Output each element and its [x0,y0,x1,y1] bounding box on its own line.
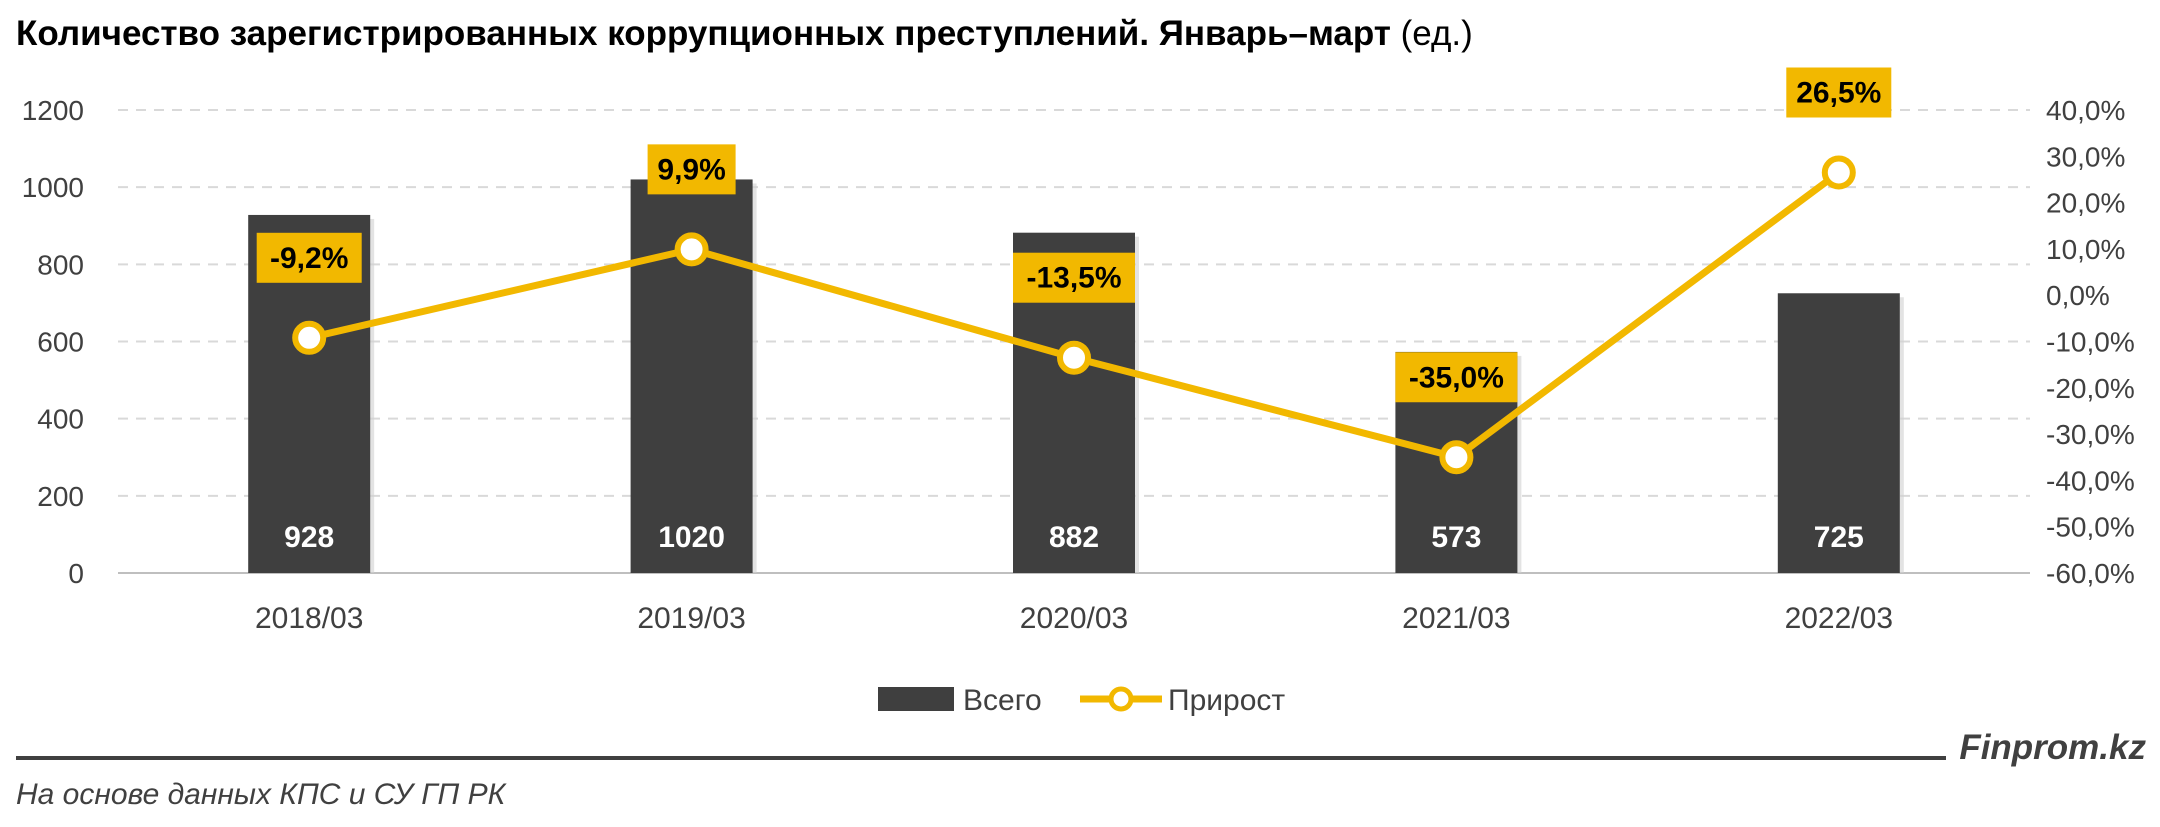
growth-point [292,320,327,355]
growth-value-label: 9,9% [657,153,725,186]
growth-value-label: -9,2% [270,242,348,275]
growth-label-box [647,144,736,195]
y-left-tick-label: 0 [68,558,84,589]
growth-value-label: -13,5% [1026,262,1121,295]
y-left-tick-label: 1200 [22,95,84,126]
y-right-tick-label: -60,0% [2046,558,2135,589]
y-right-tick-label: -10,0% [2046,327,2135,358]
y-right-tick-label: 0,0% [2046,280,2110,311]
growth-value-label: -35,0% [1409,361,1504,394]
y-left-tick-label: 600 [37,327,84,358]
y-left-tick-label: 200 [37,481,84,512]
bar [1777,293,1900,573]
x-tick-label: 2018/03 [255,602,363,635]
y-right-tick-label: 30,0% [2046,141,2125,172]
x-tick-label: 2022/03 [1785,602,1893,635]
legend-swatch-marker [1108,686,1134,712]
y-left-tick-label: 400 [37,404,84,435]
growth-point [1821,155,1856,190]
growth-point [1439,440,1474,475]
growth-label-box [256,232,362,283]
x-tick-label: 2021/03 [1402,602,1510,635]
bar-value-label: 928 [284,521,334,554]
chart-title-main: Количество зарегистрированных коррупцион… [16,14,1391,53]
growth-point [674,232,709,267]
legend-swatch-bars [878,687,954,711]
bar-value-label: 1020 [658,521,725,554]
source-note: На основе данных КПС и СУ ГП РК [16,778,506,811]
combo-chart: 0 200 400 600 800 1000 1200 -60,0% -50,0% -40,0% -… [22,67,2135,717]
bar-value-label: 573 [1431,521,1481,554]
x-tick-label: 2019/03 [637,602,745,635]
y-left-tick-label: 800 [37,249,84,280]
footer-divider [16,756,1946,760]
y-right-tick-label: 20,0% [2046,188,2125,219]
chart-title-unit: (ед.) [1390,14,1473,53]
legend-label-bars: Всего [963,684,1042,717]
growth-label-box [1013,252,1135,303]
chart-title: Количество зарегистрированных коррупцион… [16,14,1473,54]
growth-label-box [1395,352,1518,403]
bar-value-label: 882 [1049,521,1099,554]
growth-label-box [1786,67,1892,118]
brand-logo-text: Finprom.kz [1959,728,2146,767]
y-right-tick-label: -20,0% [2046,373,2135,404]
y-right-tick-label: 40,0% [2046,95,2125,126]
growth-value-label: 26,5% [1796,77,1881,110]
bar-value-label: 725 [1814,521,1864,554]
y-left-tick-label: 1000 [22,172,84,203]
legend-label-line: Прирост [1168,684,1285,717]
y-right-tick-label: 10,0% [2046,234,2125,265]
x-tick-label: 2020/03 [1020,602,1128,635]
growth-point [1057,340,1091,375]
y-right-tick-label: -30,0% [2046,419,2135,450]
y-right-tick-label: -40,0% [2046,465,2135,496]
y-right-tick-label: -50,0% [2046,512,2135,543]
